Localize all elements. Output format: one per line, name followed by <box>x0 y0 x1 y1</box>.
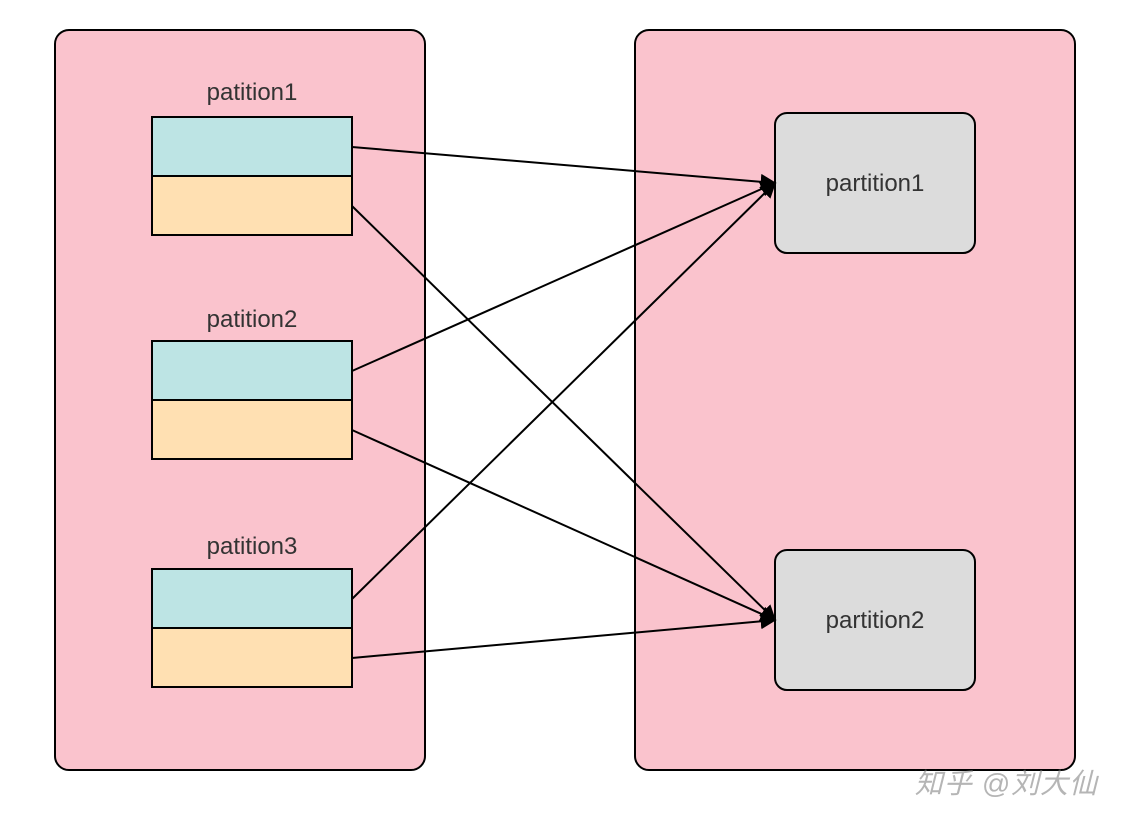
lp3-top <box>152 569 352 628</box>
lp1-bottom <box>152 176 352 235</box>
lp2-label: patition2 <box>207 306 298 333</box>
lp3-bottom <box>152 628 352 687</box>
lp3-label: patition3 <box>207 533 298 560</box>
lp2-bottom <box>152 400 352 459</box>
lp1-top <box>152 117 352 176</box>
partition-diagram: patition1 patition2 patition3 partition1 par… <box>0 0 1126 820</box>
lp1-label: patition1 <box>207 79 298 106</box>
rp2-label: partition2 <box>826 607 925 634</box>
lp2-top <box>152 341 352 400</box>
rp1-label: partition1 <box>826 170 925 197</box>
